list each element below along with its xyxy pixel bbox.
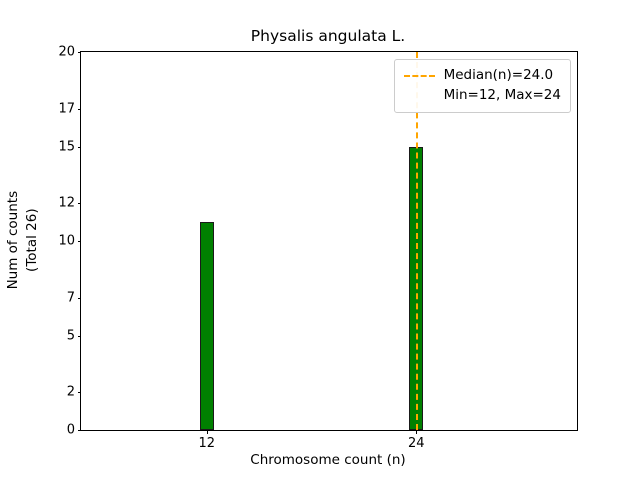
y-tick-label: 12 — [58, 195, 75, 211]
x-tick-mark — [206, 430, 208, 434]
x-axis-label: Chromosome count (n) — [250, 452, 406, 468]
legend-entry-median: Median(n)=24.0 — [443, 67, 554, 83]
y-tick-label: 20 — [58, 44, 75, 60]
y-axis-label-line1: Num of counts — [4, 190, 21, 290]
y-tick-mark — [77, 241, 81, 242]
y-tick-mark — [77, 297, 81, 299]
y-axis-label-line2: (Total 26) — [24, 208, 40, 272]
x-tick-mark — [416, 430, 418, 434]
legend-entry-minmax: Min=12, Max=24 — [443, 86, 561, 103]
y-tick-label: 10 — [58, 233, 75, 249]
median-line — [416, 52, 419, 430]
y-tick-label: 7 — [66, 290, 75, 306]
y-tick-mark — [77, 108, 81, 110]
y-tick-mark — [77, 392, 81, 394]
y-tick-mark — [77, 430, 81, 431]
y-tick-label: 2 — [66, 384, 75, 400]
x-tick-label: 24 — [408, 436, 425, 451]
median-line-legend-icon — [403, 75, 435, 77]
y-tick-label: 17 — [58, 101, 75, 117]
bar — [199, 222, 214, 430]
chart-title: Physalis angulata L. — [250, 27, 406, 45]
y-tick-mark — [77, 203, 81, 205]
x-tick-label: 12 — [198, 436, 216, 451]
plot-axes: 0 2 5 7 10 12 15 17 20 12 24 Median(n)=24.0 Min=1… — [58, 45, 578, 451]
y-tick-label: 15 — [58, 139, 75, 154]
y-tick-label: 5 — [66, 328, 75, 343]
legend-text: Median(n)=24.0 Min=12, Max=24 — [444, 66, 561, 105]
y-tick-mark — [77, 52, 81, 53]
y-tick-mark — [77, 146, 81, 148]
y-tick-mark — [77, 335, 81, 337]
y-tick-label: 0 — [66, 422, 75, 438]
chart-legend: Median(n)=24.0 Min=12, Max=24 — [393, 59, 571, 114]
plot-area — [81, 52, 577, 430]
y-axis-label: Num of counts (Total 26) — [0, 51, 46, 429]
